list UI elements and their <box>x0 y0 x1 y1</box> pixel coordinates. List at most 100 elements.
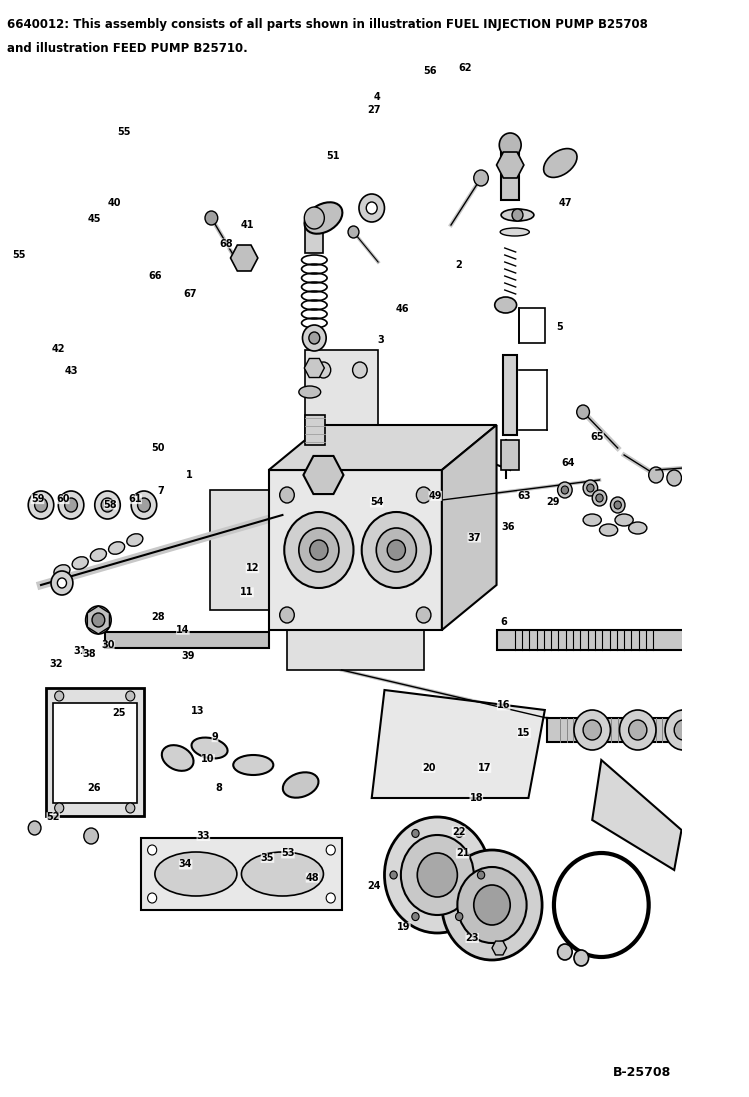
Text: 62: 62 <box>458 63 472 73</box>
Ellipse shape <box>155 852 237 896</box>
Bar <box>287 630 424 670</box>
Text: 47: 47 <box>558 197 571 208</box>
Bar <box>305 415 325 445</box>
Circle shape <box>279 607 294 623</box>
Circle shape <box>205 211 218 225</box>
Bar <box>305 218 324 253</box>
Circle shape <box>596 494 603 502</box>
Text: 17: 17 <box>478 762 491 773</box>
Text: and illustration FEED PUMP B25710.: and illustration FEED PUMP B25710. <box>7 42 248 55</box>
Bar <box>46 688 144 816</box>
Circle shape <box>55 803 64 813</box>
Circle shape <box>326 893 336 903</box>
Text: 10: 10 <box>201 754 215 765</box>
Ellipse shape <box>501 210 534 220</box>
Circle shape <box>126 691 135 701</box>
Text: 61: 61 <box>128 494 142 505</box>
Circle shape <box>316 362 331 378</box>
Text: 26: 26 <box>88 782 101 793</box>
Ellipse shape <box>109 542 124 554</box>
Circle shape <box>586 484 594 491</box>
Circle shape <box>512 210 523 220</box>
Circle shape <box>401 835 474 915</box>
Ellipse shape <box>299 386 321 398</box>
Text: 65: 65 <box>590 431 604 442</box>
Text: 54: 54 <box>370 497 383 508</box>
Ellipse shape <box>72 557 88 569</box>
Circle shape <box>583 480 598 496</box>
Ellipse shape <box>241 852 324 896</box>
Circle shape <box>711 710 747 750</box>
Circle shape <box>51 572 73 595</box>
Circle shape <box>416 487 431 504</box>
Circle shape <box>303 325 326 351</box>
Circle shape <box>64 498 77 512</box>
Circle shape <box>574 950 589 966</box>
Bar <box>503 355 518 436</box>
Circle shape <box>359 194 384 222</box>
Ellipse shape <box>599 524 618 536</box>
Polygon shape <box>303 456 344 494</box>
Circle shape <box>614 501 622 509</box>
Text: 27: 27 <box>367 104 380 115</box>
Text: 33: 33 <box>196 830 210 841</box>
Bar <box>547 719 749 742</box>
Text: 18: 18 <box>470 792 483 803</box>
Circle shape <box>412 829 419 837</box>
Circle shape <box>649 467 664 483</box>
Circle shape <box>362 512 431 588</box>
Circle shape <box>95 491 121 519</box>
Text: 31: 31 <box>73 645 88 656</box>
Circle shape <box>285 512 354 588</box>
Ellipse shape <box>127 534 143 546</box>
Text: 32: 32 <box>49 658 63 669</box>
Circle shape <box>34 498 47 512</box>
Text: 41: 41 <box>240 219 254 230</box>
Text: 8: 8 <box>215 782 222 793</box>
Text: 46: 46 <box>396 304 410 315</box>
Circle shape <box>592 490 607 506</box>
Circle shape <box>348 226 359 238</box>
Text: 6: 6 <box>500 617 507 627</box>
Text: 7: 7 <box>157 486 164 497</box>
Text: 43: 43 <box>65 365 79 376</box>
Circle shape <box>390 871 397 879</box>
Text: 2: 2 <box>455 260 462 271</box>
Circle shape <box>474 170 488 186</box>
Ellipse shape <box>162 745 193 771</box>
Text: 4: 4 <box>373 91 380 102</box>
Text: 21: 21 <box>456 848 470 859</box>
Text: 22: 22 <box>452 826 465 837</box>
Polygon shape <box>304 359 324 377</box>
Circle shape <box>387 540 405 559</box>
Ellipse shape <box>615 514 633 525</box>
Circle shape <box>474 885 510 925</box>
Text: 67: 67 <box>183 289 196 299</box>
Bar <box>501 145 519 200</box>
Bar <box>497 630 706 651</box>
Text: 58: 58 <box>103 499 118 510</box>
Text: 11: 11 <box>240 587 254 598</box>
Text: 16: 16 <box>497 700 510 711</box>
Circle shape <box>577 405 589 419</box>
Text: 6640012: This assembly consists of all parts shown in illustration FUEL INJECTIO: 6640012: This assembly consists of all p… <box>7 18 648 31</box>
Text: 13: 13 <box>191 705 204 716</box>
Circle shape <box>58 491 84 519</box>
Circle shape <box>326 845 336 855</box>
Text: 66: 66 <box>149 271 163 282</box>
Text: 39: 39 <box>181 651 195 661</box>
Circle shape <box>376 528 416 572</box>
Circle shape <box>279 487 294 504</box>
Text: 45: 45 <box>88 214 101 225</box>
Text: 53: 53 <box>281 848 294 859</box>
Ellipse shape <box>305 202 342 234</box>
Text: 60: 60 <box>56 494 70 505</box>
Polygon shape <box>497 152 524 178</box>
Circle shape <box>417 853 458 897</box>
Text: 56: 56 <box>423 66 437 77</box>
Circle shape <box>304 207 324 229</box>
Circle shape <box>101 498 114 512</box>
Text: 64: 64 <box>561 457 574 468</box>
Circle shape <box>674 720 692 740</box>
Bar <box>53 703 136 803</box>
